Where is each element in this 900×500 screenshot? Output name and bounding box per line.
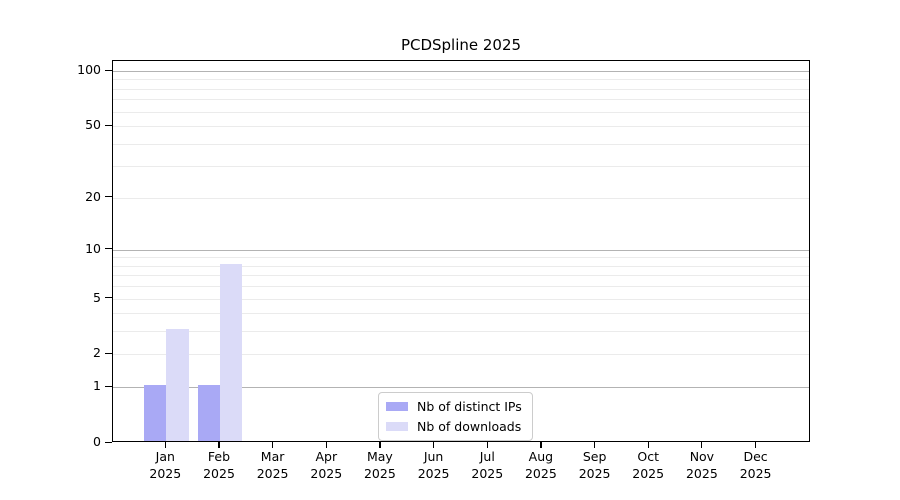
minor-gridline (113, 79, 809, 81)
y-tick-label: 0 (93, 434, 101, 449)
y-tick-mark (105, 297, 112, 299)
y-tick-label: 100 (77, 62, 101, 77)
x-tick-label: Jul 2025 (471, 449, 504, 481)
y-tick-mark (105, 441, 112, 443)
y-tick-mark (105, 352, 112, 355)
x-tick-mark (647, 442, 649, 448)
legend-swatch-icon (386, 402, 408, 411)
minor-gridline (113, 257, 809, 259)
x-tick-label: Sep 2025 (578, 449, 611, 481)
plot-area (112, 60, 810, 442)
major-gridline (113, 249, 809, 251)
x-tick-mark (325, 442, 327, 448)
minor-gridline (113, 331, 809, 333)
x-tick-label: Mar 2025 (256, 449, 289, 481)
x-tick-label: Oct 2025 (632, 449, 665, 481)
y-tick-label: 20 (85, 188, 101, 204)
x-tick-mark (379, 442, 381, 448)
x-tick-label: Jan 2025 (149, 449, 182, 481)
minor-gridline (113, 111, 809, 113)
bar-feb-downloads (220, 263, 243, 441)
y-tick-mark (105, 248, 112, 250)
chart-title: PCDSpline 2025 (400, 36, 522, 54)
x-tick-mark (754, 442, 757, 448)
minor-gridline (113, 197, 809, 199)
major-gridline (113, 71, 809, 72)
x-tick-label: Aug 2025 (524, 449, 557, 481)
y-tick-mark (105, 385, 112, 387)
y-tick-label: 5 (93, 289, 101, 305)
legend: Nb of distinct IPs Nb of downloads (378, 392, 533, 441)
legend-label: Nb of downloads (417, 419, 522, 434)
minor-gridline (113, 88, 809, 90)
x-tick-label: Dec 2025 (739, 449, 772, 481)
legend-swatch-icon (386, 422, 408, 431)
x-tick-mark (486, 442, 488, 448)
x-tick-mark (164, 442, 166, 448)
legend-label: Nb of distinct IPs (417, 399, 522, 414)
y-tick-label: 50 (85, 117, 101, 133)
x-tick-label: Nov 2025 (685, 449, 718, 481)
bar-jan-downloads (166, 329, 189, 441)
legend-item: Nb of distinct IPs (386, 399, 522, 414)
y-tick-mark (105, 69, 112, 71)
minor-gridline (113, 354, 809, 356)
x-tick-mark (432, 442, 435, 448)
minor-gridline (113, 99, 809, 101)
x-tick-label: Jun 2025 (417, 449, 450, 481)
x-tick-mark (218, 442, 220, 448)
y-tick-mark (105, 196, 112, 198)
minor-gridline (113, 166, 809, 168)
x-tick-mark (540, 442, 542, 448)
bar-feb-distinct-ips (197, 385, 220, 441)
minor-gridline (113, 275, 809, 277)
y-tick-label: 2 (93, 345, 101, 361)
x-tick-label: Apr 2025 (310, 449, 343, 481)
minor-gridline (113, 143, 809, 145)
minor-gridline (113, 265, 809, 267)
y-tick-mark (105, 124, 112, 126)
x-tick-mark (272, 442, 274, 448)
x-tick-mark (701, 442, 703, 448)
y-tick-label: 10 (85, 240, 101, 256)
x-tick-mark (593, 442, 596, 448)
legend-item: Nb of downloads (386, 419, 522, 434)
x-tick-label: May 2025 (363, 449, 396, 481)
major-gridline (113, 387, 809, 389)
bar-jan-distinct-ips (143, 385, 167, 441)
y-tick-label: 1 (93, 378, 101, 394)
minor-gridline (113, 313, 809, 315)
minor-gridline (113, 126, 809, 128)
minor-gridline (113, 286, 809, 288)
minor-gridline (113, 298, 809, 300)
x-tick-label: Feb 2025 (203, 449, 235, 481)
